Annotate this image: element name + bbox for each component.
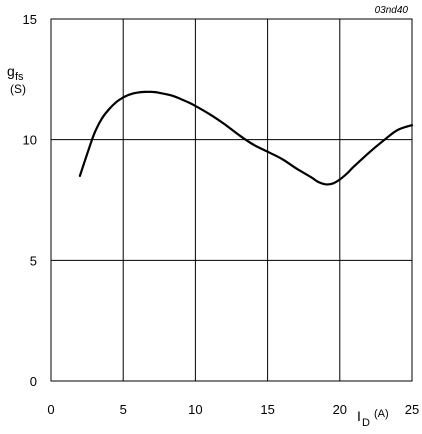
y-axis-label-unit: (S) [10,82,26,96]
y-tick-labels: 0 5 10 15 [23,12,37,389]
x-tick-label: 5 [120,402,127,417]
x-tick-label: 0 [47,402,54,417]
y-tick-label: 10 [23,133,37,148]
y-tick-label: 0 [30,374,37,389]
x-tick-label: 25 [405,402,419,417]
x-axis-label-unit: (A) [374,408,389,420]
x-tick-label: 10 [188,402,202,417]
y-axis-label-main: g [7,63,15,79]
x-tick-label: 15 [260,402,274,417]
x-axis-label-main: I [357,408,361,424]
x-tick-label: 20 [333,402,347,417]
plot-frame [50,18,413,382]
figure-id: 03nd40 [375,5,409,16]
grid [51,19,412,381]
x-tick-labels: 0 5 10 15 20 25 [47,402,419,417]
y-tick-label: 5 [30,253,37,268]
y-axis-label-sub: fs [15,71,24,83]
x-axis-label-sub: D [362,417,370,429]
y-tick-label: 15 [23,12,37,27]
gfs-curve [78,90,414,186]
